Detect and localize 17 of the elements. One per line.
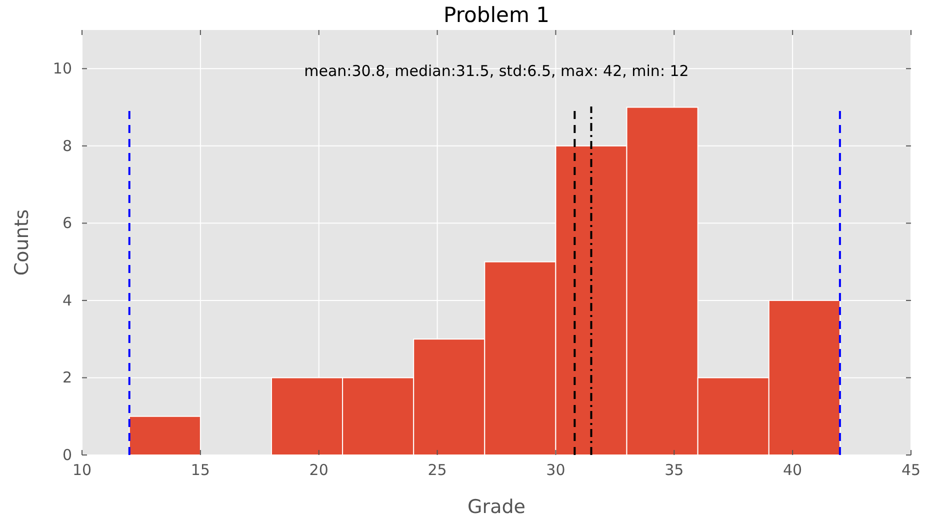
x-tick-label: 40: [783, 461, 802, 479]
y-tick-label: 10: [52, 60, 72, 78]
chart-title: Problem 1: [444, 3, 550, 27]
y-tick-label: 8: [62, 136, 72, 155]
y-tick-label: 0: [62, 446, 72, 464]
y-tick-label: 6: [62, 214, 72, 232]
x-tick-label: 35: [664, 461, 684, 479]
x-tick-label: 25: [428, 461, 447, 479]
x-axis-title: Grade: [468, 496, 526, 518]
y-tick-label: 2: [62, 368, 72, 387]
x-tick-label: 30: [546, 461, 566, 479]
y-axis-title: Counts: [11, 209, 33, 276]
x-tick-label: 45: [901, 461, 921, 479]
y-tick-label: 4: [62, 291, 72, 310]
x-tick-label: 15: [190, 461, 210, 479]
x-tick-label: 20: [309, 461, 328, 479]
annotation: mean:30.8, median:31.5, std:6.5, max: 42, min: 12: [304, 62, 689, 80]
